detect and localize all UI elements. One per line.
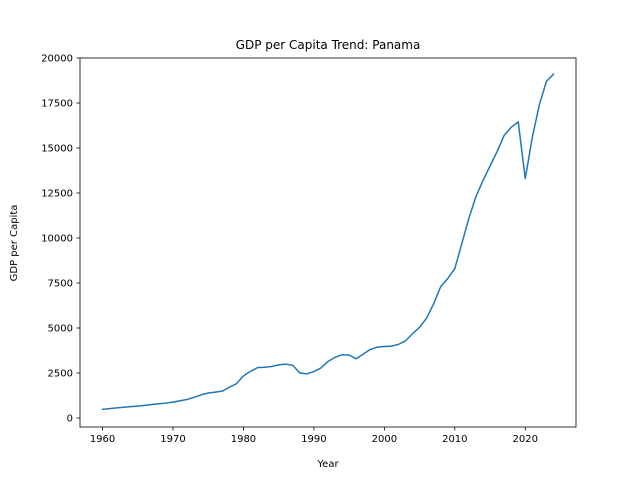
y-tick-label: 12500	[41, 189, 73, 200]
y-tick-label: 17500	[41, 99, 73, 110]
y-tick-label: 0	[67, 414, 73, 425]
series-line-0	[101, 73, 555, 411]
y-tick-label: 20000	[41, 54, 73, 65]
x-tick-label: 2020	[513, 434, 538, 445]
x-tick-label: 1980	[231, 434, 256, 445]
y-tick-label: 10000	[41, 234, 73, 245]
x-tick-label: 1960	[90, 434, 115, 445]
y-tick-label: 15000	[41, 144, 73, 155]
x-tick-label: 2010	[442, 434, 467, 445]
x-axis-label: Year	[316, 459, 339, 470]
chart-title: GDP per Capita Trend: Panama	[236, 38, 421, 52]
x-tick-label: 2000	[372, 434, 397, 445]
y-tick-label: 5000	[48, 324, 73, 335]
y-tick-label: 2500	[48, 369, 73, 380]
plot-frame	[79, 57, 577, 428]
x-tick-label: 1970	[160, 434, 185, 445]
y-axis-label: GDP per Capita	[9, 205, 20, 282]
x-tick-label: 1990	[301, 434, 326, 445]
y-tick-label: 7500	[48, 279, 73, 290]
